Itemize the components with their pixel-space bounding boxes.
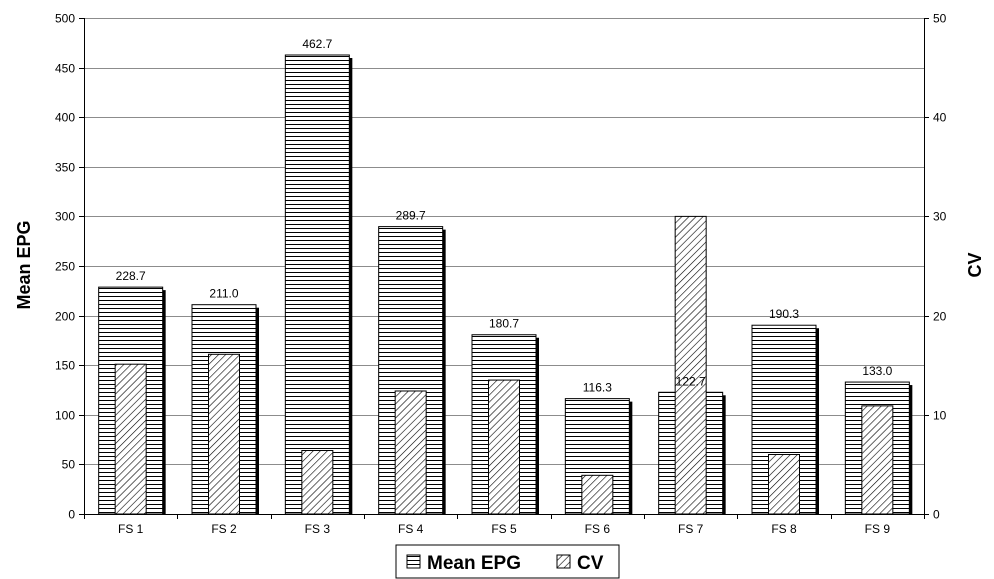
bar-cv [675, 216, 706, 514]
x-tick-label: FS 6 [585, 522, 611, 536]
data-label-mean-epg: 211.0 [209, 287, 238, 301]
left-tick-label: 50 [62, 458, 76, 472]
x-axis-ticks: FS 1 FS 2 FS 3 FS 4 FS 5 FS 6 FS 7 FS 8 FS 9 [85, 514, 925, 536]
left-axis-title: Mean EPG [14, 220, 34, 309]
right-tick-label: 10 [933, 409, 947, 423]
left-tick-label: 450 [55, 62, 75, 76]
x-tick-label: FS 5 [491, 522, 517, 536]
x-tick-label: FS 4 [398, 522, 424, 536]
left-tick-label: 100 [55, 409, 75, 423]
bar-cv [395, 391, 426, 514]
bar-cv [302, 451, 333, 514]
legend-swatch-cv [557, 555, 570, 568]
bar-cv [769, 454, 800, 514]
data-label-mean-epg: 462.7 [302, 37, 332, 51]
bars [99, 55, 913, 514]
right-tick-label: 0 [933, 508, 940, 522]
bar-cv [582, 475, 613, 514]
legend-label-cv: CV [577, 553, 604, 574]
bar-cv [489, 380, 520, 514]
left-tick-label: 150 [55, 359, 75, 373]
data-label-mean-epg: 228.7 [116, 269, 146, 283]
left-tick-label: 300 [55, 210, 75, 224]
legend-label-mean-epg: Mean EPG [427, 553, 521, 574]
bar-cv [862, 406, 893, 514]
data-label-mean-epg: 180.7 [489, 317, 519, 331]
right-tick-label: 40 [933, 111, 947, 125]
x-tick-label: FS 3 [305, 522, 331, 536]
x-tick-label: FS 2 [211, 522, 237, 536]
data-label-mean-epg: 133.0 [862, 364, 892, 378]
bar-mean-epg [285, 55, 349, 514]
right-axis-title: CV [965, 252, 985, 277]
left-tick-label: 350 [55, 161, 75, 175]
legend-swatch-mean-epg [407, 555, 420, 568]
data-label-mean-epg: 190.3 [769, 307, 799, 321]
x-tick-label: FS 7 [678, 522, 704, 536]
x-tick-label: FS 8 [771, 522, 797, 536]
right-axis-ticks: 0 10 20 30 40 50 [924, 12, 947, 522]
left-tick-label: 0 [68, 508, 75, 522]
x-tick-label: FS 1 [118, 522, 144, 536]
data-label-mean-epg: 122.7 [676, 374, 706, 388]
data-label-mean-epg: 289.7 [396, 209, 426, 223]
left-tick-label: 200 [55, 310, 75, 324]
data-label-mean-epg: 116.3 [583, 381, 612, 395]
right-tick-label: 50 [933, 12, 947, 26]
bar-cv [209, 354, 240, 514]
right-tick-label: 30 [933, 210, 947, 224]
right-tick-label: 20 [933, 310, 947, 324]
legend: Mean EPG CV [396, 545, 619, 578]
bar-cv [115, 364, 146, 514]
x-tick-label: FS 9 [865, 522, 891, 536]
left-tick-label: 500 [55, 12, 75, 26]
left-tick-label: 400 [55, 111, 75, 125]
left-tick-label: 250 [55, 260, 75, 274]
left-axis-ticks: 0 50 100 150 200 250 300 350 400 450 500 [55, 12, 84, 522]
